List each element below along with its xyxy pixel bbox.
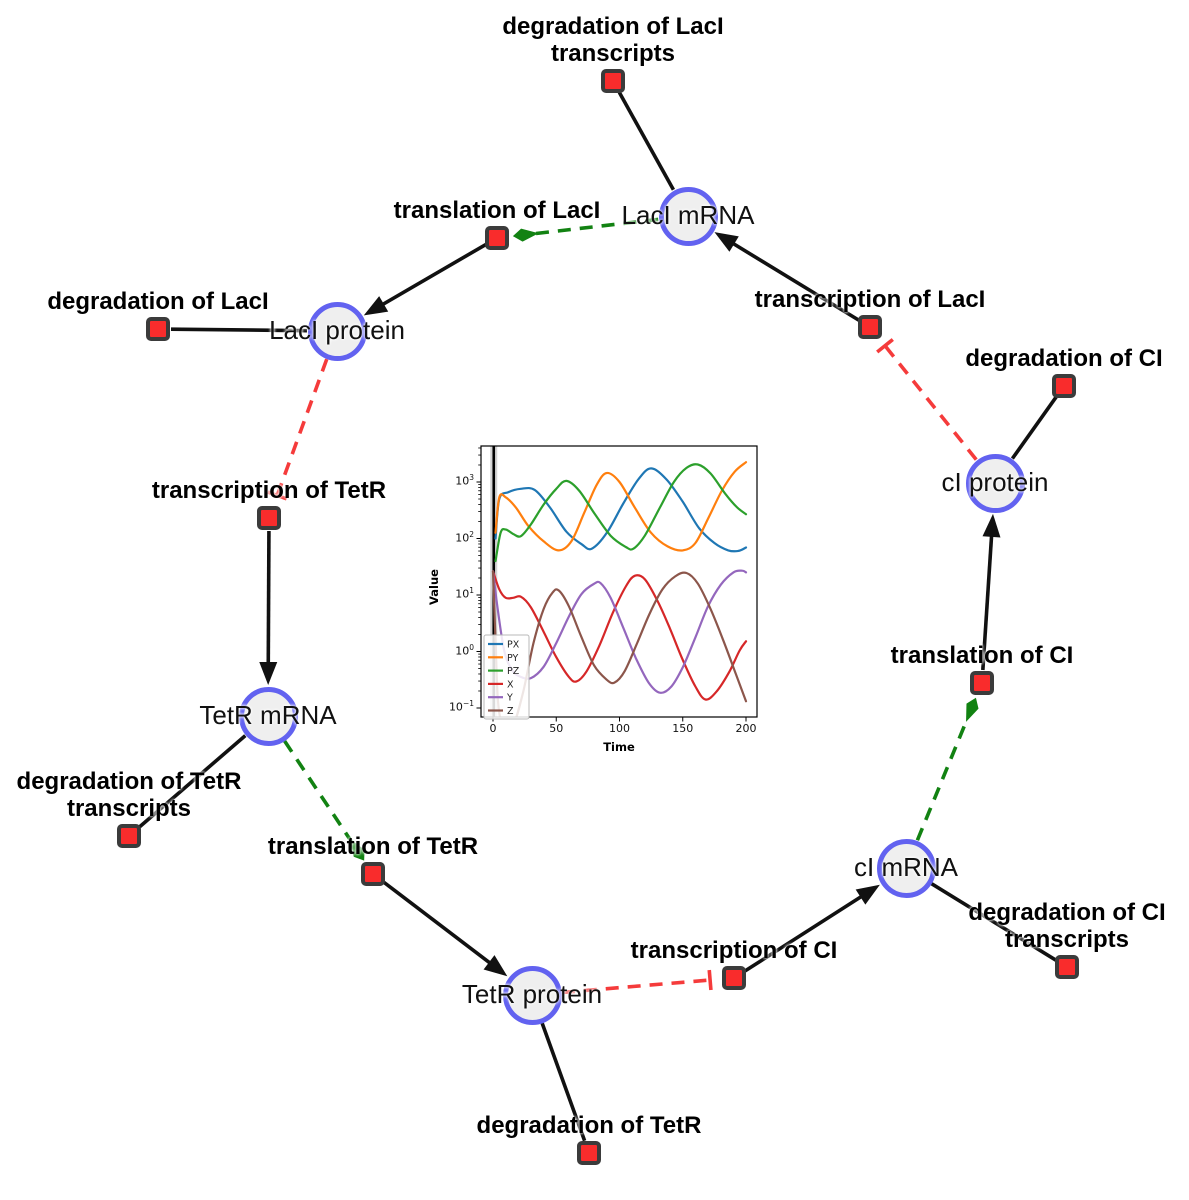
reaction-label-transcription_laci: transcription of LacI (754, 286, 986, 313)
edge-transcription_laci-laci_mrna (728, 239, 860, 322)
reaction-node-deg_ci_transcripts[interactable] (1055, 955, 1079, 979)
edge-tetr_protein-transcription_ci (561, 978, 711, 995)
edge-ci_mrna-deg_ci_transcripts (930, 882, 1057, 962)
x-tick-label: 50 (549, 722, 564, 735)
series-PX-line (494, 467, 748, 553)
reaction-node-transcription_tetr[interactable] (257, 506, 281, 530)
edge-laci_mrna-translation_laci-modifier-head (512, 228, 539, 242)
edge-transcription_laci-laci_mrna-arrowhead (714, 232, 739, 252)
species-node-laci_mrna[interactable] (658, 186, 718, 246)
species-node-ci_protein[interactable] (965, 453, 1025, 513)
species-label-ci_mrna: cI mRNA (854, 852, 958, 882)
edge-translation_laci-laci_protein-arrowhead (363, 296, 389, 316)
reaction-node-transcription_laci[interactable] (858, 315, 882, 339)
legend-label-PX: PX (507, 640, 520, 651)
reaction-label-translation_tetr: translation of TetR (267, 833, 479, 860)
edge-ci_mrna-translation_ci-modifier-head (966, 697, 979, 722)
species-node-laci_protein[interactable] (307, 301, 367, 361)
reaction-label-deg_ci_transcripts: degradation of CI transcripts (968, 899, 1166, 953)
edge-tetr_protein-deg_tetr (540, 1022, 587, 1142)
chart-frame (480, 445, 758, 718)
edge-laci_protein-transcription_tetr (275, 358, 329, 497)
legend-label-Y: Y (506, 693, 513, 704)
reaction-label-deg_laci_transcripts: degradation of LacI transcripts (502, 13, 724, 67)
edge-tetr_mrna-translation_tetr-modifier-head (349, 839, 365, 861)
edge-tetr_protein-transcription_ci-tee (707, 969, 713, 991)
edge-transcription_tetr-tetr_mrna (266, 530, 271, 668)
edge-laci_protein-transcription_tetr-tee (267, 490, 288, 501)
y-tick-label: 103 (455, 473, 474, 488)
legend-label-PZ: PZ (507, 666, 520, 677)
legend-label-X: X (507, 679, 514, 690)
x-axis-label: Time (603, 740, 635, 754)
species-node-tetr_protein[interactable] (502, 965, 562, 1025)
species-label-tetr_mrna: TetR mRNA (199, 700, 337, 730)
reaction-node-deg_laci_transcripts[interactable] (601, 69, 625, 93)
species-label-ci_protein: cI protein (941, 467, 1049, 497)
reaction-node-deg_tetr[interactable] (577, 1141, 601, 1165)
series-X-line (491, 570, 748, 701)
edge-laci_mrna-deg_laci_transcripts (617, 91, 676, 191)
reaction-node-transcription_ci[interactable] (722, 966, 746, 990)
series-Z-line (491, 570, 748, 717)
species-label-tetr_protein: TetR protein (461, 979, 603, 1009)
edge-translation_ci-ci_protein-arrowhead (982, 513, 1001, 538)
x-tick-label: 200 (735, 722, 757, 735)
reaction-node-translation_ci[interactable] (970, 671, 994, 695)
edge-ci_protein-transcription_laci-tee (876, 338, 894, 354)
reaction-label-deg_tetr_transcripts: degradation of TetR transcripts (16, 768, 242, 822)
edge-translation_tetr-tetr_protein-arrowhead (483, 955, 508, 977)
reaction-label-deg_laci: degradation of LacI (47, 288, 269, 315)
x-tick-label: 100 (609, 722, 630, 735)
series-Y-line (491, 569, 748, 694)
edge-transcription_tetr-tetr_mrna-arrowhead (259, 661, 278, 686)
time-series-inset: PX PY PZ X Y Z 0 50 100 150 200 10−1 100 101 102 103 Tim… (420, 432, 770, 762)
reaction-label-translation_ci: translation of CI (890, 642, 1074, 669)
species-label-laci_protein: LacI protein (269, 315, 405, 345)
reaction-label-transcription_ci: transcription of CI (630, 937, 838, 964)
edge-transcription_ci-ci_mrna (743, 892, 866, 973)
species-node-ci_mrna[interactable] (876, 838, 936, 898)
edge-tetr_mrna-deg_tetr_transcripts (137, 734, 247, 829)
reaction-node-deg_laci[interactable] (146, 317, 170, 341)
chart-svg: PX PY PZ XYZ (476, 445, 758, 722)
series-PZ-line (494, 463, 748, 563)
x-tick-label: 150 (672, 722, 694, 735)
species-label-laci_mrna: LacI mRNA (621, 200, 755, 230)
reaction-node-translation_laci[interactable] (485, 226, 509, 250)
reaction-label-transcription_tetr: transcription of TetR (151, 477, 387, 504)
edge-ci_protein-transcription_laci (883, 344, 978, 461)
edge-ci_mrna-translation_ci (915, 717, 970, 841)
reaction-label-deg_tetr: degradation of TetR (476, 1112, 702, 1139)
series-PY-line (494, 461, 748, 552)
y-tick-label: 100 (455, 642, 474, 658)
y-tick-label: 101 (455, 586, 474, 601)
edge-ci_protein-deg_ci (1010, 395, 1058, 460)
y-tick-label: 10−1 (448, 699, 474, 714)
legend-label-Z: Z (507, 706, 514, 717)
reaction-node-deg_ci[interactable] (1052, 374, 1076, 398)
y-tick-label: 102 (455, 529, 474, 545)
reaction-node-deg_tetr_transcripts[interactable] (117, 824, 141, 848)
reaction-label-deg_ci: degradation of CI (965, 345, 1163, 372)
reaction-label-translation_laci: translation of LacI (393, 197, 601, 224)
edge-laci_protein-deg_laci (170, 327, 308, 333)
edge-translation_laci-laci_protein (378, 242, 487, 308)
y-axis-label: Value (427, 569, 441, 605)
species-node-tetr_mrna[interactable] (238, 686, 298, 746)
legend-label-PY: PY (507, 653, 519, 664)
edge-translation_tetr-tetr_protein (382, 880, 495, 967)
edge-transcription_ci-ci_mrna-arrowhead (855, 884, 880, 905)
reaction-node-translation_tetr[interactable] (361, 862, 385, 886)
edge-translation_ci-ci_protein (981, 531, 994, 671)
chart-series-group (491, 461, 748, 717)
x-tick-label: 0 (489, 722, 497, 735)
